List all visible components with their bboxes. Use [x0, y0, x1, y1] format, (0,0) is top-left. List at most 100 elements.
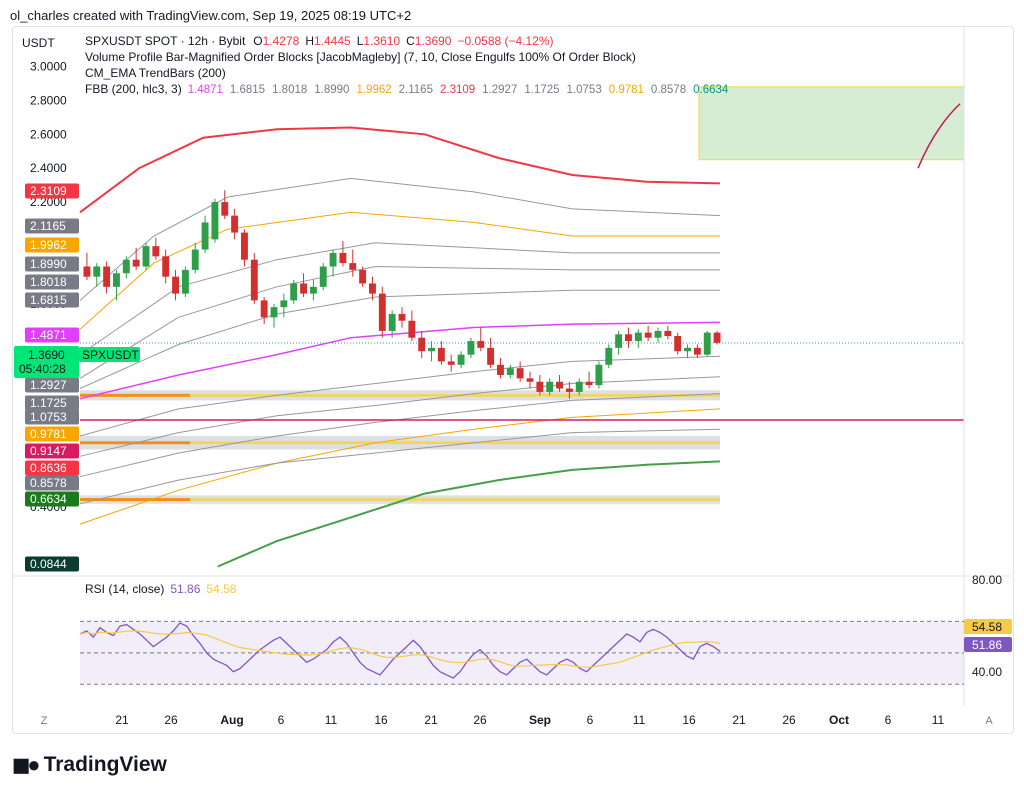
price-axis-label: 2.6000	[30, 127, 67, 141]
legend-fbb-value: 0.9781	[609, 84, 644, 96]
fbb-band-lower-0-618	[79, 355, 721, 437]
fbb-band-upper-2-618	[79, 177, 721, 301]
candle-body	[122, 259, 130, 274]
candle-body	[565, 388, 573, 392]
rsi-ma-tag	[964, 619, 1012, 634]
time-axis-label: 6	[278, 713, 285, 727]
candle-body	[359, 269, 367, 284]
price-tag-bg	[25, 377, 79, 393]
symbol-tag-label: SPXUSDT	[82, 348, 139, 362]
price-tag-label: 0.9781	[30, 427, 67, 441]
legend-ohlc-value: 1.4278	[263, 34, 300, 48]
candle-body	[250, 259, 258, 301]
rsi-ma-tag-label: 54.58	[972, 620, 1002, 634]
rsi-legend-value: 51.86	[170, 582, 200, 596]
candle-body	[575, 381, 583, 392]
legend-ohlc-value: 1.4445	[314, 34, 351, 48]
time-axis-label: 11	[325, 713, 338, 727]
candle-body	[693, 347, 701, 355]
chart-caption: ol_charles created with TradingView.com,…	[10, 8, 412, 23]
candle-body	[634, 332, 642, 342]
candle-body	[497, 364, 504, 375]
rsi-legend-ma: 54.58	[206, 582, 236, 596]
legend-fbb-label: FBB (200, hlc3, 3)	[85, 82, 182, 96]
symbol-tag-bg	[79, 347, 140, 362]
candle-body	[408, 320, 416, 338]
legend-fbb-value: 1.4871	[188, 84, 223, 96]
bar-countdown: 05:40:28	[19, 362, 66, 376]
candle-body	[201, 222, 209, 250]
time-axis-label: 21	[424, 713, 438, 727]
price-tag-label: 1.9962	[30, 238, 67, 252]
price-tag-bg	[25, 475, 79, 491]
candle-body	[309, 286, 317, 294]
legend-fbb-value: 1.8990	[314, 84, 349, 96]
candle-body	[605, 347, 613, 365]
candle-body	[319, 266, 327, 287]
candle-body	[546, 381, 554, 392]
candle-body	[516, 368, 524, 379]
candle-body	[467, 341, 475, 355]
price-axis-label: 3.0000	[30, 59, 67, 73]
rsi-line	[79, 622, 721, 679]
rsi-value-tag	[964, 637, 1012, 652]
price-tag-bg	[25, 409, 79, 425]
candle-body	[536, 381, 544, 392]
price-tag-bg	[25, 395, 79, 411]
price-tag-bg	[25, 443, 79, 459]
time-axis-label: 26	[782, 713, 796, 727]
candle-body	[418, 337, 426, 352]
price-tag-label: 1.8990	[30, 257, 67, 271]
legend-indicator-volume-profile: Volume Profile Bar-Magnified Order Block…	[85, 50, 636, 64]
candle-body	[211, 202, 219, 240]
rsi-axis-label: 80.00	[972, 573, 1002, 587]
order-block-accent	[80, 393, 190, 397]
fbb-band-basis	[79, 321, 721, 400]
price-tag-label: 2.3109	[30, 184, 67, 198]
tradingview-logo-text: TradingView	[43, 753, 167, 776]
candle-body	[477, 341, 485, 348]
price-tag-label: 1.6815	[30, 293, 67, 307]
candle-body	[113, 273, 120, 287]
time-axis-label: 26	[164, 713, 178, 727]
time-axis-label: Sep	[529, 713, 551, 727]
tradingview-logo-icon: ◼●	[12, 752, 41, 777]
rsi-legend-label: RSI (14, close)	[85, 582, 164, 596]
candle-body	[625, 334, 632, 342]
currency-label: USDT	[22, 36, 55, 50]
price-tag-label: 0.8578	[30, 476, 67, 490]
legend-fbb-value: 1.8018	[272, 84, 307, 96]
time-axis-zoom-icon: Z	[41, 715, 48, 727]
legend-ohlc-value: 1.3690	[415, 34, 452, 48]
rsi-ma-line	[79, 630, 721, 668]
legend-fbb-value: 0.6634	[693, 84, 729, 96]
legend-fbb-value: 1.0753	[567, 84, 602, 96]
legend-change: −0.0588 (−4.12%)	[457, 34, 553, 48]
candle-body	[369, 283, 376, 294]
candle-body	[162, 256, 170, 277]
candle-body	[231, 215, 239, 233]
fbb-band-upper-2-236	[79, 211, 720, 330]
candle-body	[349, 263, 357, 270]
time-axis-label: 6	[885, 713, 892, 727]
fbb-band-lower-3	[217, 460, 721, 568]
tradingview-logo[interactable]: ◼● TradingView	[12, 752, 167, 778]
price-tag-label: 0.0844	[30, 557, 67, 571]
candle-body	[388, 313, 396, 331]
time-axis-label: 6	[587, 713, 594, 727]
time-axis-label: 21	[115, 713, 129, 727]
candle-body	[556, 381, 563, 389]
legend-ohlc-value: 1.3610	[363, 34, 400, 48]
legend-fbb-value: 1.9962	[356, 84, 391, 96]
price-tag-label: 1.2927	[30, 378, 67, 392]
price-tag-bg	[25, 237, 79, 253]
candle-body	[526, 378, 534, 382]
price-axis-label: 2.8000	[30, 93, 67, 107]
legend-ohlc-key: O	[253, 34, 262, 48]
legend-fbb-value: 2.3109	[440, 84, 475, 96]
candle-body	[437, 347, 445, 362]
price-tag-label: 0.8636	[30, 461, 67, 475]
price-tag-bg	[25, 491, 79, 507]
candle-body	[221, 202, 229, 216]
